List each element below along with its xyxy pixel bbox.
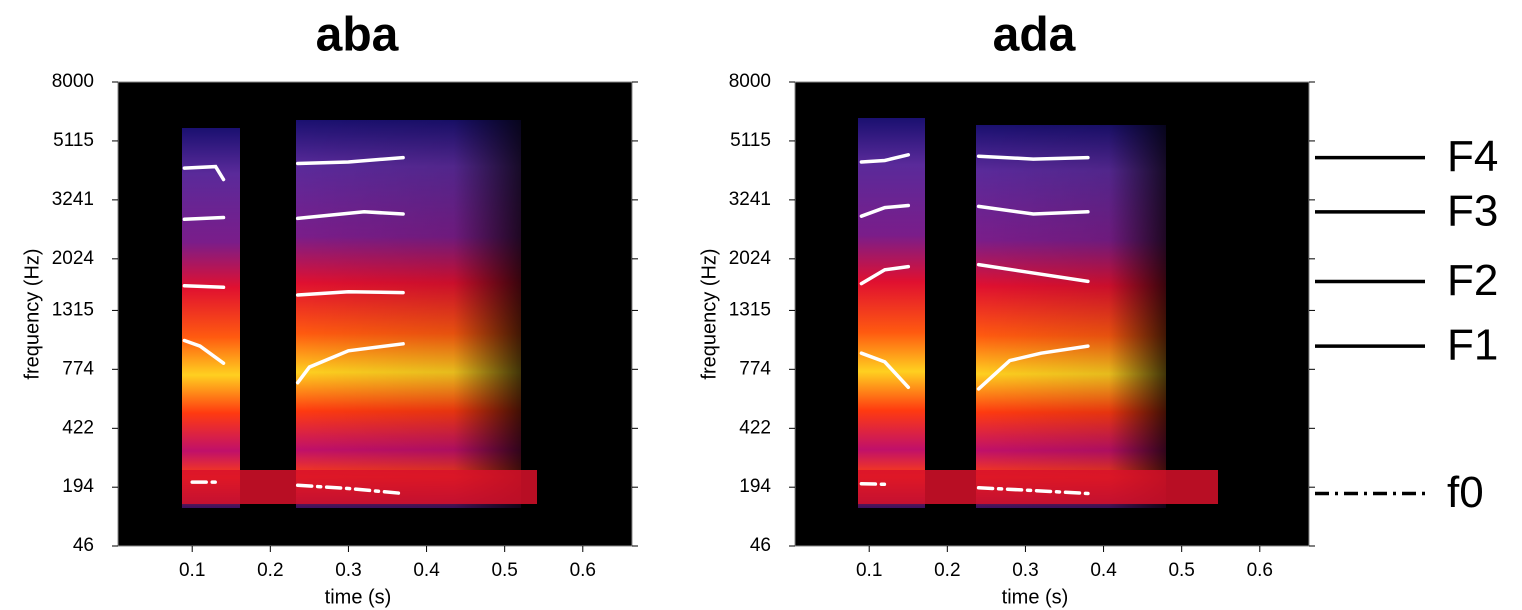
- formant-track: [859, 153, 1090, 164]
- formant-track: [182, 338, 405, 385]
- y-tick-label: 8000: [52, 71, 94, 92]
- formant-track: [190, 480, 405, 496]
- chart-title: ada: [993, 9, 1076, 62]
- plot-frame: [117, 81, 633, 547]
- chart-title: aba: [316, 9, 399, 62]
- x-tick-label: 0.1: [856, 560, 882, 581]
- y-tick-label: 3241: [729, 189, 771, 210]
- x-tick-label: 0.2: [257, 560, 283, 581]
- x-axis-label: time (s): [1002, 586, 1069, 608]
- legend-label: F2: [1447, 256, 1498, 305]
- y-tick-label: 46: [73, 535, 94, 556]
- y-tick-label: 5115: [53, 130, 94, 151]
- x-tick-label: 0.5: [1168, 560, 1194, 581]
- y-tick-label: 2024: [52, 248, 95, 269]
- formant-track: [182, 155, 405, 182]
- y-tick-label: 194: [62, 476, 94, 497]
- legend-label: f0: [1447, 468, 1484, 517]
- legend-label: F3: [1447, 186, 1498, 235]
- formant-track: [859, 262, 1090, 286]
- y-tick-label: 1315: [52, 299, 94, 320]
- plot-background-1: [118, 82, 632, 546]
- y-tick-label: 2024: [729, 248, 772, 269]
- x-tick-label: 0.4: [1090, 560, 1117, 581]
- y-tick-label: 194: [739, 476, 771, 497]
- y-tick-label: 1315: [729, 299, 771, 320]
- formant-track: [182, 210, 405, 222]
- x-tick-label: 0.3: [335, 560, 361, 581]
- y-tick-label: 8000: [729, 71, 771, 92]
- x-tick-label: 0.4: [413, 560, 440, 581]
- y-tick-label: 422: [739, 417, 771, 438]
- formant-track: [859, 203, 1090, 218]
- y-tick-label: 774: [62, 358, 94, 379]
- y-tick-label: 5115: [730, 130, 771, 151]
- x-tick-label: 0.6: [570, 560, 596, 581]
- x-tick-label: 0.6: [1247, 560, 1273, 581]
- formant-track: [859, 481, 1090, 496]
- legend-label: F1: [1447, 321, 1498, 370]
- y-tick-label: 422: [62, 417, 94, 438]
- x-tick-label: 0.5: [491, 560, 517, 581]
- y-tick-label: 46: [750, 535, 771, 556]
- plot-frame: [794, 81, 1310, 547]
- x-axis-label: time (s): [325, 586, 392, 608]
- legend-label: F4: [1447, 132, 1498, 181]
- y-tick-label: 3241: [52, 189, 94, 210]
- x-tick-label: 0.2: [934, 560, 960, 581]
- formant-track: [182, 284, 405, 297]
- y-axis-label: frequency (Hz): [21, 248, 43, 379]
- y-tick-label: 774: [739, 358, 771, 379]
- x-tick-label: 0.3: [1012, 560, 1038, 581]
- plot-background-2: [795, 82, 1309, 546]
- x-tick-label: 0.1: [179, 560, 205, 581]
- formant-track: [859, 344, 1090, 391]
- y-axis-label: frequency (Hz): [698, 248, 720, 379]
